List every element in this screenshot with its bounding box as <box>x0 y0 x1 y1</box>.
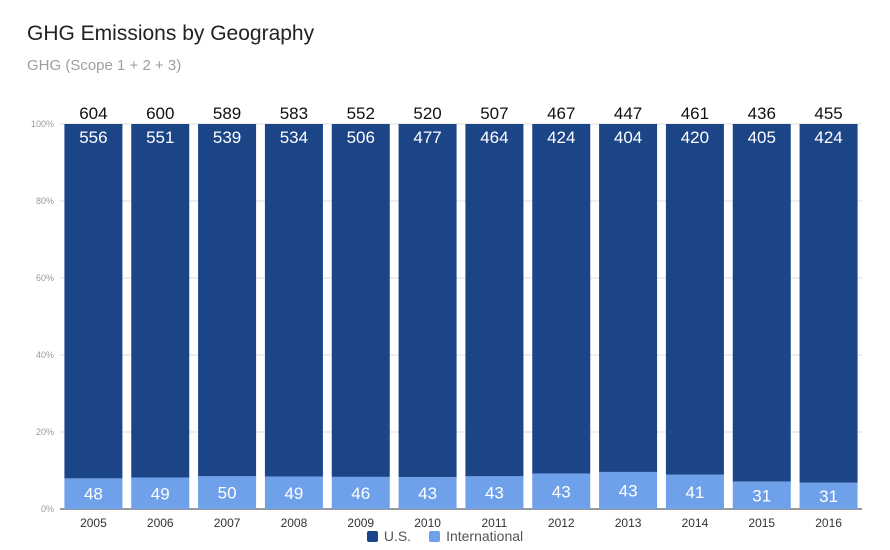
y-tick-label: 60% <box>36 273 54 283</box>
data-label-international: 46 <box>351 484 370 503</box>
bar-international <box>64 478 123 509</box>
data-label-us: 534 <box>280 128 308 147</box>
data-label-total: 600 <box>146 104 174 123</box>
bar-international <box>799 482 858 509</box>
bar-international <box>532 473 591 509</box>
chart-title: GHG Emissions by Geography <box>27 22 315 45</box>
x-tick-label: 2006 <box>147 516 174 530</box>
data-label-us: 424 <box>814 128 842 147</box>
bar-us <box>732 124 791 482</box>
bar-us <box>198 124 257 477</box>
data-label-total: 589 <box>213 104 241 123</box>
data-label-total: 552 <box>347 104 375 123</box>
data-label-international: 43 <box>552 482 571 501</box>
data-label-total: 507 <box>480 104 508 123</box>
data-label-us: 551 <box>146 128 174 147</box>
bar-us <box>799 124 858 483</box>
data-label-total: 604 <box>79 104 107 123</box>
data-label-total: 455 <box>814 104 842 123</box>
bar-international <box>665 474 724 509</box>
x-tick-label: 2005 <box>80 516 107 530</box>
bar-us <box>665 124 724 475</box>
bar-international <box>398 477 457 509</box>
bar-international <box>131 477 190 509</box>
legend-item-us[interactable]: U.S. <box>366 528 412 544</box>
data-label-international: 48 <box>84 485 103 504</box>
chart-subtitle: GHG (Scope 1 + 2 + 3) <box>27 57 182 74</box>
y-tick-label: 20% <box>36 427 54 437</box>
bar-us <box>398 124 457 478</box>
data-label-total: 461 <box>681 104 709 123</box>
data-label-international: 43 <box>485 484 504 503</box>
y-tick-label: 40% <box>36 350 54 360</box>
data-label-us: 464 <box>480 128 508 147</box>
data-label-us: 420 <box>681 128 709 147</box>
data-label-international: 43 <box>619 481 638 500</box>
x-tick-label: 2010 <box>414 516 441 530</box>
data-label-total: 436 <box>748 104 776 123</box>
x-tick-label: 2007 <box>214 516 241 530</box>
data-label-international: 43 <box>418 484 437 503</box>
x-tick-label: 2012 <box>548 516 575 530</box>
legend-swatch-us <box>366 530 378 542</box>
legend-label-us: U.S. <box>383 528 412 544</box>
y-tick-label: 80% <box>36 196 54 206</box>
data-label-us: 424 <box>547 128 575 147</box>
data-label-us: 404 <box>614 128 642 147</box>
bar-us <box>64 124 123 479</box>
bar-international <box>264 476 323 509</box>
legend-item-international[interactable]: International <box>429 528 523 544</box>
data-label-us: 506 <box>347 128 375 147</box>
y-tick-label: 100% <box>31 119 54 129</box>
data-label-total: 583 <box>280 104 308 123</box>
bar-us <box>131 124 190 478</box>
bar-international <box>198 476 257 509</box>
data-label-international: 49 <box>284 484 303 503</box>
data-label-international: 31 <box>752 486 771 505</box>
x-tick-label: 2015 <box>748 516 775 530</box>
bar-international <box>331 476 390 509</box>
data-label-international: 50 <box>218 484 237 503</box>
bar-us <box>599 124 658 472</box>
bar-us <box>532 124 591 474</box>
data-label-total: 467 <box>547 104 575 123</box>
bar-us <box>465 124 524 477</box>
data-label-us: 405 <box>748 128 776 147</box>
x-tick-label: 2014 <box>682 516 709 530</box>
data-label-us: 477 <box>413 128 441 147</box>
bar-international <box>465 476 524 509</box>
x-tick-label: 2013 <box>615 516 642 530</box>
chart-legend: U.S. International <box>0 528 890 544</box>
bar-international <box>599 471 658 509</box>
legend-label-international: International <box>446 528 524 544</box>
bar-international <box>732 481 791 509</box>
data-label-international: 31 <box>819 487 838 506</box>
data-label-us: 556 <box>79 128 107 147</box>
bar-us <box>331 124 390 477</box>
legend-swatch-international <box>429 530 441 542</box>
data-label-us: 539 <box>213 128 241 147</box>
x-tick-label: 2011 <box>482 516 508 530</box>
data-label-international: 41 <box>685 483 704 502</box>
data-label-total: 520 <box>413 104 441 123</box>
data-label-international: 49 <box>151 484 170 503</box>
x-tick-label: 2008 <box>281 516 308 530</box>
x-tick-label: 2009 <box>347 516 374 530</box>
y-tick-label: 0% <box>41 504 54 514</box>
data-label-total: 447 <box>614 104 642 123</box>
bar-us <box>264 124 323 477</box>
x-tick-label: 2016 <box>815 516 842 530</box>
